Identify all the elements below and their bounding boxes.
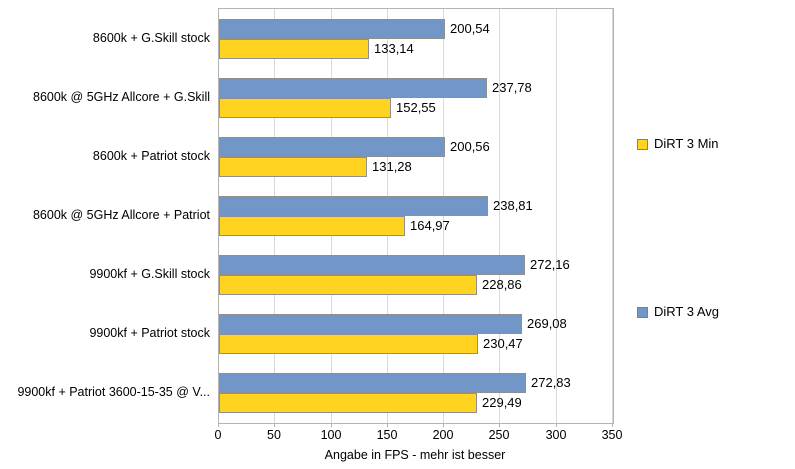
x-tick-mark <box>443 423 444 427</box>
legend-item-dirt3-min: DiRT 3 Min <box>637 137 719 151</box>
x-tick-label: 50 <box>267 428 281 442</box>
bar-min <box>219 275 477 295</box>
legend-item-dirt3-avg: DiRT 3 Avg <box>637 305 719 319</box>
category-label: 9900kf + G.Skill stock <box>89 267 210 281</box>
x-axis-title: Angabe in FPS - mehr ist besser <box>324 448 506 462</box>
bar-value-label: 164,97 <box>410 218 450 233</box>
gridline <box>443 9 444 423</box>
category-label: 8600k + Patriot stock <box>92 149 210 163</box>
x-tick-label: 250 <box>488 428 510 442</box>
gridline <box>499 9 500 423</box>
x-tick-label: 100 <box>320 428 342 442</box>
legend-swatch-min <box>637 138 648 150</box>
x-tick-mark <box>499 423 500 427</box>
bar-avg <box>219 373 526 393</box>
gridline <box>556 9 557 423</box>
bar-value-label: 272,83 <box>531 375 571 390</box>
bar-min <box>219 334 478 354</box>
plot-area: 200,54 133,14 237,78 152,55 200,56 131,28 238,… <box>218 8 614 424</box>
x-axis-tick-labels: 0 50 100 150 200 250 300 350 <box>214 427 623 443</box>
category-label: 8600k + G.Skill stock <box>92 31 210 45</box>
category-label: 8600k @ 5GHz Allcore + Patriot <box>32 208 210 222</box>
x-tick-label: 300 <box>545 428 567 442</box>
x-tick-label: 350 <box>601 428 623 442</box>
legend-swatch-avg <box>637 306 648 318</box>
x-tick-mark <box>274 423 275 427</box>
x-tick-mark <box>556 423 557 427</box>
bar-avg <box>219 196 488 216</box>
x-tick-mark <box>612 423 613 427</box>
x-tick-label: 0 <box>214 428 222 442</box>
legend-label-min: DiRT 3 Min <box>654 136 719 151</box>
x-tick-mark <box>331 423 332 427</box>
x-tick-mark <box>387 423 388 427</box>
x-tick-label: 150 <box>376 428 398 442</box>
bar-avg <box>219 78 487 98</box>
category-label: 9900kf + Patriot stock <box>89 326 210 340</box>
bar-value-label: 152,55 <box>396 100 436 115</box>
bar-min <box>219 39 369 59</box>
bar-value-label: 237,78 <box>492 80 532 95</box>
bar-min <box>219 216 405 236</box>
bar-value-label: 200,54 <box>450 21 490 36</box>
bar-avg <box>219 314 522 334</box>
bar-value-label: 200,56 <box>450 139 490 154</box>
bar-avg <box>219 255 525 275</box>
bar-value-label: 133,14 <box>374 41 414 56</box>
bar-min <box>219 98 391 118</box>
bar-avg <box>219 19 445 39</box>
bar-value-label: 269,08 <box>527 316 567 331</box>
bar-avg <box>219 137 445 157</box>
bar-value-label: 228,86 <box>482 277 522 292</box>
bar-value-label: 131,28 <box>372 159 412 174</box>
category-label: 9900kf + Patriot 3600-15-35 @ V... <box>17 385 210 399</box>
x-tick-mark <box>218 423 219 427</box>
bar-value-label: 272,16 <box>530 257 570 272</box>
gridline <box>612 9 613 423</box>
bar-value-label: 230,47 <box>483 336 523 351</box>
category-axis-labels: 8600k + G.Skill stock 8600k @ 5GHz Allcor… <box>4 8 210 422</box>
x-tick-label: 200 <box>432 428 454 442</box>
bar-min <box>219 157 367 177</box>
bar-value-label: 229,49 <box>482 395 522 410</box>
legend-label-avg: DiRT 3 Avg <box>654 304 720 319</box>
bar-min <box>219 393 477 413</box>
bar-value-label: 238,81 <box>493 198 533 213</box>
category-label: 8600k @ 5GHz Allcore + G.Skill <box>33 90 210 104</box>
